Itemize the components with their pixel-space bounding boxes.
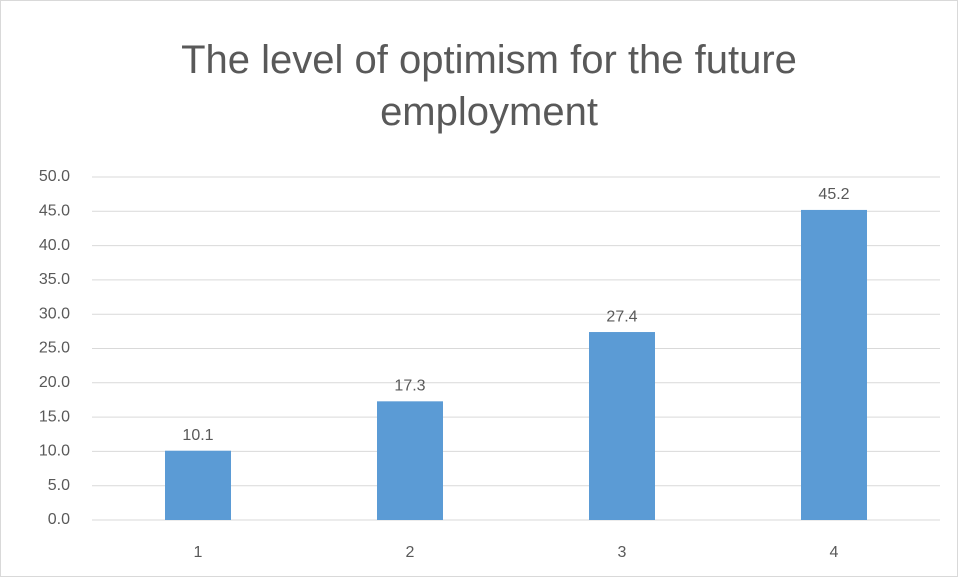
y-tick-label: 0.0 bbox=[48, 511, 70, 528]
data-label: 10.1 bbox=[182, 427, 213, 444]
y-tick-label: 45.0 bbox=[39, 203, 70, 220]
x-tick-label: 1 bbox=[194, 544, 203, 561]
bar bbox=[377, 401, 443, 520]
bar bbox=[165, 450, 231, 520]
chart-title: The level of optimism for the future emp… bbox=[181, 38, 797, 134]
bar bbox=[589, 332, 655, 520]
y-tick-label: 25.0 bbox=[39, 340, 70, 357]
y-tick-label: 5.0 bbox=[48, 477, 70, 494]
y-tick-label: 20.0 bbox=[39, 374, 70, 391]
x-tick-label: 2 bbox=[406, 544, 415, 561]
y-tick-label: 10.0 bbox=[39, 443, 70, 460]
y-tick-label: 30.0 bbox=[39, 305, 70, 322]
x-tick-label: 3 bbox=[618, 544, 627, 561]
data-label: 45.2 bbox=[818, 186, 849, 203]
bar bbox=[801, 209, 867, 521]
y-tick-label: 40.0 bbox=[39, 237, 70, 254]
data-label: 17.3 bbox=[394, 378, 425, 395]
x-tick-label: 4 bbox=[830, 544, 839, 561]
data-label: 27.4 bbox=[606, 308, 637, 325]
y-tick-label: 15.0 bbox=[39, 408, 70, 425]
y-tick-label: 50.0 bbox=[39, 168, 70, 185]
y-tick-label: 35.0 bbox=[39, 271, 70, 288]
